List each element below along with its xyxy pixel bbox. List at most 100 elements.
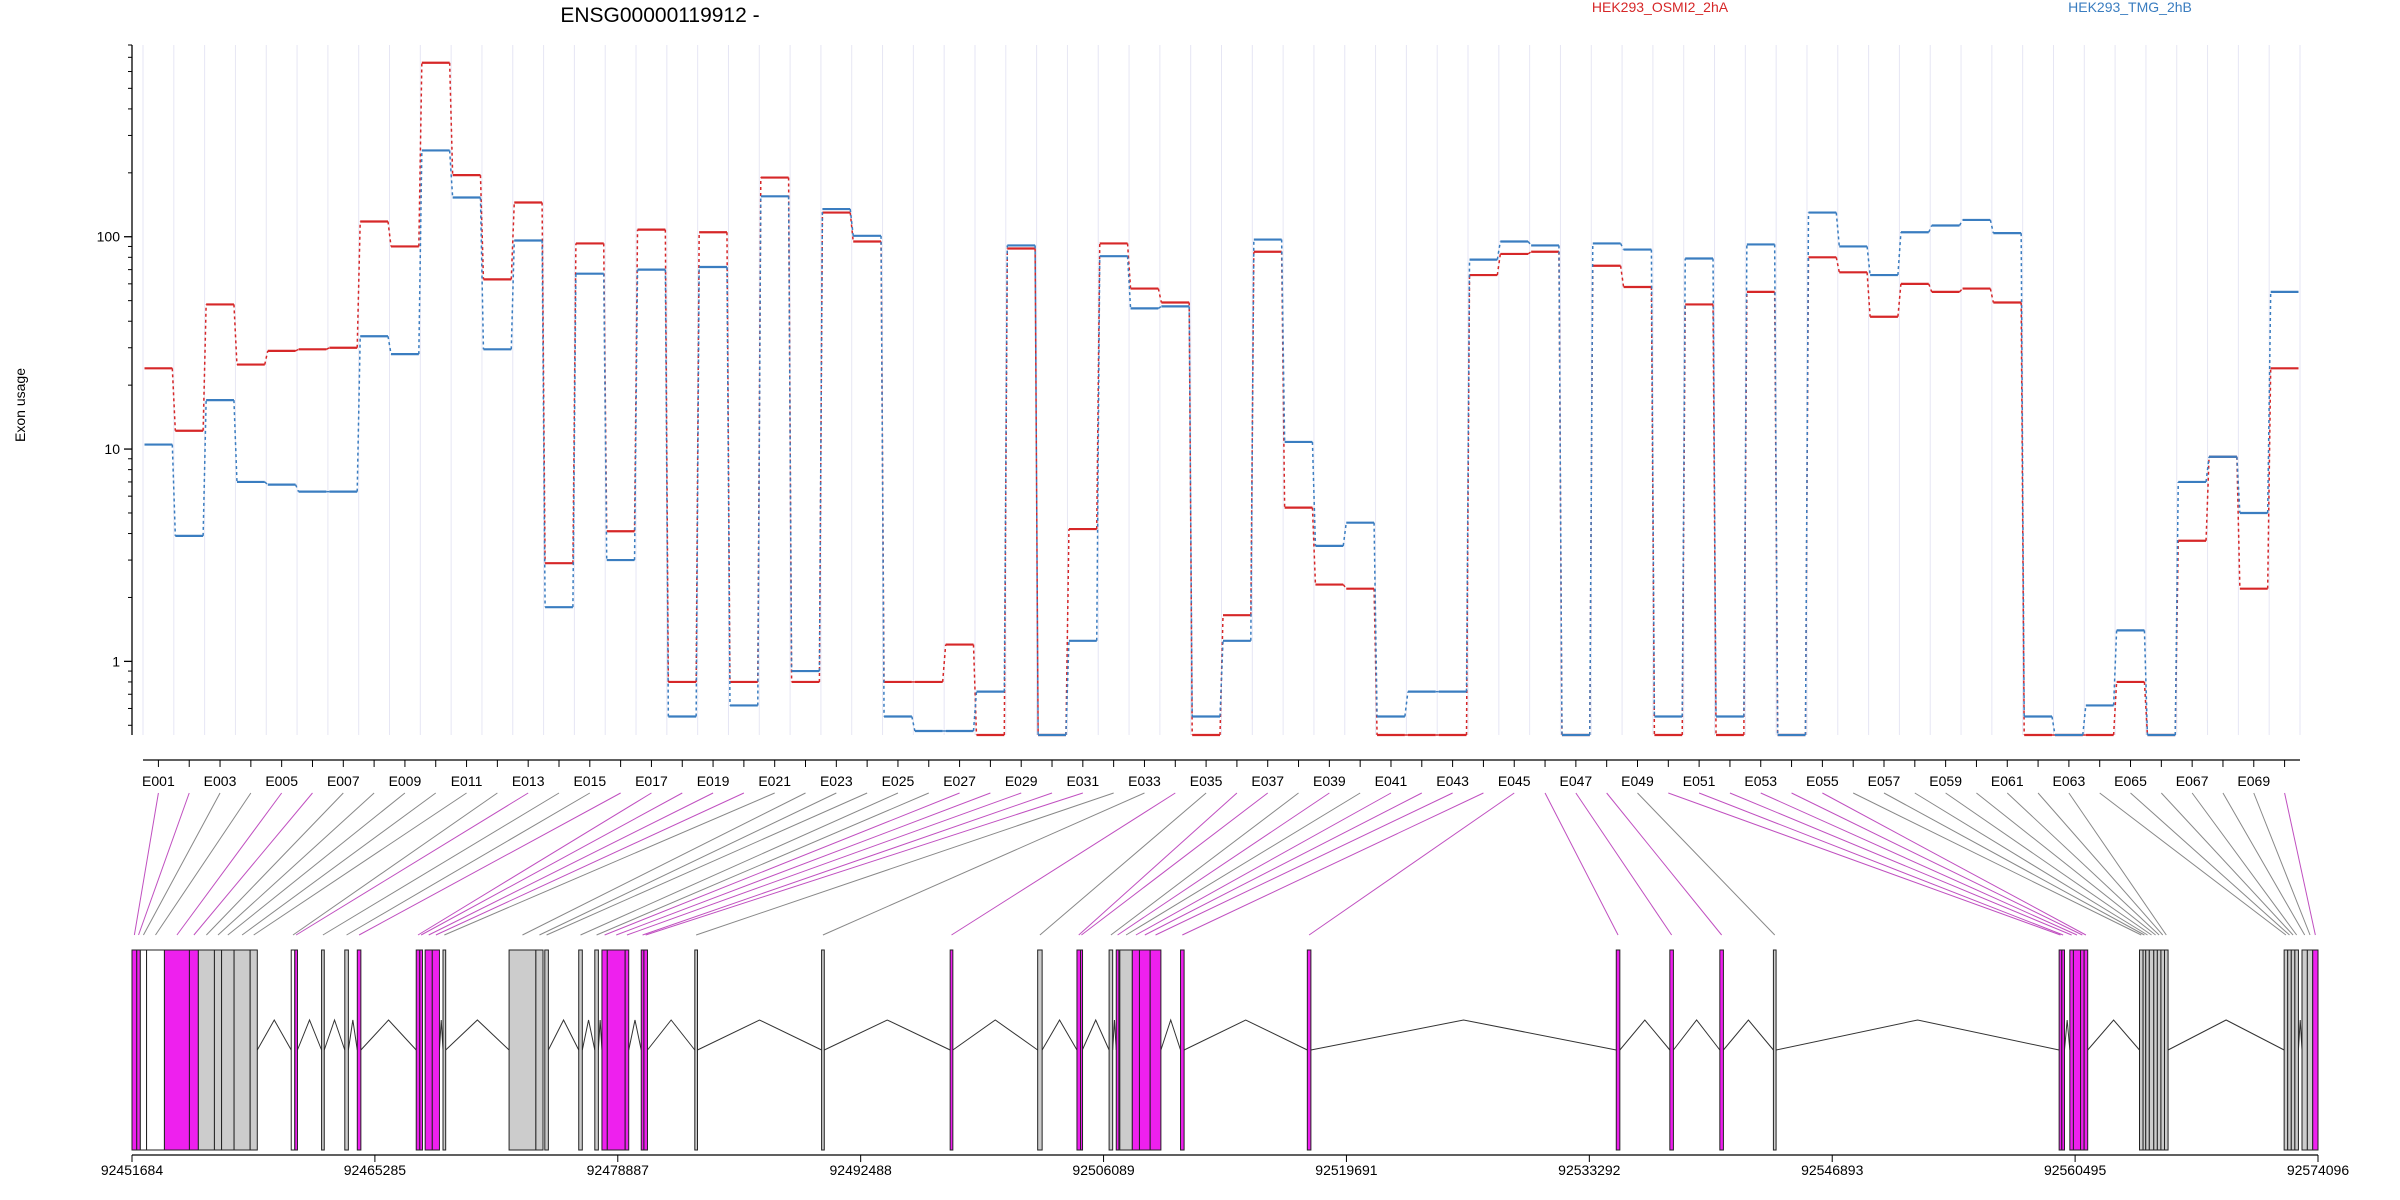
- intron-line: [347, 1019, 358, 1051]
- exon-mapping-line: [1182, 792, 1484, 936]
- exon-block: [1719, 949, 1724, 1151]
- intron-line: [1112, 1019, 1117, 1051]
- data-connector: [880, 235, 885, 717]
- data-connector: [1219, 640, 1224, 717]
- exon-block: [2294, 949, 2299, 1151]
- exon-block: [2138, 949, 2144, 1151]
- intron-line: [438, 1019, 444, 1051]
- exon-block: [1080, 949, 1084, 1151]
- exon-block: [419, 949, 423, 1151]
- intron-line: [1160, 1018, 1182, 1051]
- data-connector: [1342, 522, 1348, 546]
- data-connector: [2112, 630, 2118, 706]
- genomic-tick-label: 92506089: [1072, 1162, 1135, 1178]
- exon-mapping-line: [1760, 792, 2078, 936]
- exon-mapping-line: [1729, 792, 2072, 936]
- y-tick-label: 1: [112, 653, 120, 669]
- x-tick-label: E047: [1560, 773, 1593, 789]
- exon-block: [508, 949, 537, 1151]
- exon-mapping-line: [695, 792, 1114, 936]
- data-connector: [972, 691, 978, 732]
- genomic-tick-label: 92533292: [1558, 1162, 1621, 1178]
- exon-block: [188, 949, 199, 1151]
- exon-block: [601, 949, 608, 1151]
- data-connector: [726, 232, 731, 682]
- x-tick-label: E061: [1991, 773, 2024, 789]
- data-connector: [1897, 232, 1902, 276]
- exon-block: [2145, 949, 2150, 1151]
- data-connector: [1989, 219, 1995, 234]
- exon-mapping-line: [539, 792, 837, 936]
- x-tick-label: E049: [1621, 773, 1654, 789]
- exon-block: [2287, 949, 2292, 1151]
- exon-mapping-line: [546, 792, 868, 936]
- data-connector: [1311, 507, 1317, 585]
- exon-block: [544, 949, 549, 1151]
- exon-block: [606, 949, 626, 1151]
- y-tick-label: 100: [97, 229, 121, 245]
- exon-mapping-line: [206, 792, 344, 936]
- data-connector: [1157, 288, 1163, 303]
- exon-mapping-line: [1668, 792, 2061, 936]
- data-connector: [2112, 681, 2118, 736]
- data-connector: [295, 348, 299, 352]
- x-tick-label: E063: [2053, 773, 2086, 789]
- intron-line: [597, 1019, 603, 1051]
- x-tick-label: E023: [820, 773, 853, 789]
- exon-mapping-line: [1117, 792, 1330, 936]
- exon-mapping-line: [2099, 792, 2287, 936]
- exon-block: [1108, 949, 1114, 1151]
- x-tick-label: E057: [1868, 773, 1901, 789]
- data-connector: [1712, 258, 1717, 717]
- intron-line: [1619, 1019, 1671, 1051]
- exon-mapping-line: [193, 792, 313, 936]
- data-connector: [1619, 243, 1625, 250]
- data-connector: [541, 202, 546, 564]
- x-tick-label: E007: [327, 773, 360, 789]
- data-connector: [326, 347, 330, 350]
- exon-block: [233, 949, 251, 1151]
- x-tick-label: E051: [1683, 773, 1716, 789]
- genomic-tick-label: 92574096: [2287, 1162, 2350, 1178]
- data-connector: [572, 273, 577, 608]
- intron-line: [256, 1018, 292, 1051]
- data-connector: [264, 481, 269, 486]
- data-connector: [695, 267, 700, 717]
- data-connector: [387, 221, 392, 247]
- exon-mapping-line: [217, 792, 375, 936]
- x-tick-label: E045: [1498, 773, 1531, 789]
- data-connector: [264, 350, 269, 365]
- exon-block: [2283, 949, 2289, 1151]
- exon-block: [2083, 949, 2089, 1151]
- genomic-tick-label: 92519691: [1315, 1162, 1378, 1178]
- exon-block: [136, 949, 141, 1151]
- series-lines: [144, 61, 2299, 737]
- exon-mapping-line: [1637, 792, 1776, 936]
- exon-mapping-line: [1575, 792, 1673, 936]
- exon-block: [821, 949, 825, 1151]
- exon-block: [431, 949, 440, 1151]
- exon-mapping-line: [1698, 792, 2064, 936]
- series-2: [144, 149, 2299, 737]
- exon-mapping-lines: [133, 792, 2316, 936]
- data-connector: [418, 150, 423, 355]
- exon-block: [643, 949, 648, 1151]
- x-tick-label: E059: [1929, 773, 1962, 789]
- exon-mapping-line: [1125, 792, 1361, 936]
- exon-block: [2160, 949, 2165, 1151]
- exon-mapping-line: [1852, 792, 2142, 936]
- exon-block: [442, 949, 447, 1151]
- data-connector: [2205, 456, 2210, 541]
- data-connector: [1065, 529, 1070, 736]
- exon-block: [1131, 949, 1140, 1151]
- intron-line: [952, 1019, 1038, 1051]
- intron-line: [1723, 1019, 1774, 1051]
- x-tick-label: E035: [1190, 773, 1223, 789]
- exon-gridlines: [142, 45, 2301, 735]
- exon-block: [163, 949, 190, 1151]
- intron-line: [581, 1019, 596, 1051]
- intron-line: [1081, 1018, 1110, 1051]
- data-connector: [479, 197, 485, 350]
- exon-block: [1149, 949, 1162, 1151]
- data-connector: [1465, 259, 1471, 692]
